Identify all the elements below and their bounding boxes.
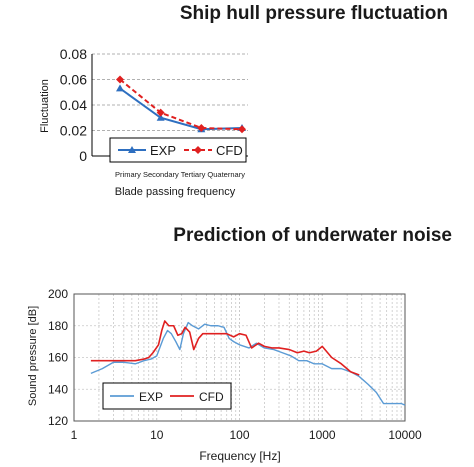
bottom-x-axis-label: Frequency [Hz] xyxy=(199,449,280,463)
bottom-series-line-cfd xyxy=(90,320,360,376)
top-point-exp xyxy=(116,84,124,92)
bottom-y-tick-label: 200 xyxy=(48,287,68,301)
bottom-legend-exp-label: EXP xyxy=(139,390,163,404)
top-legend-cfd-marker xyxy=(194,146,202,154)
top-y-tick-labels: 0.08 0.06 0.04 0.02 0 xyxy=(60,46,87,164)
top-y-tick-label: 0.08 xyxy=(60,46,87,62)
bottom-y-tick-label: 180 xyxy=(48,319,68,333)
bottom-y-tick-label: 160 xyxy=(48,351,68,365)
top-y-tick-label: 0.06 xyxy=(60,72,87,88)
top-x-axis-label: Blade passing frequency xyxy=(115,186,236,198)
top-x-category-labels: Primary Secondary Tertiary Quaternary xyxy=(115,170,245,179)
top-series-line-cfd xyxy=(119,78,243,131)
pressure-fluctuation-chart: 0.08 0.06 0.04 0.02 0 Primary Secondary Tert… xyxy=(39,46,248,198)
bottom-x-tick-label: 1000 xyxy=(309,428,336,442)
bottom-x-tick-label: 1 xyxy=(71,428,78,442)
bottom-x-tick-label: 10 xyxy=(150,428,164,442)
top-legend-exp-label: EXP xyxy=(150,143,176,158)
bottom-series xyxy=(90,320,406,406)
bottom-y-axis-label: Sound pressure [dB] xyxy=(27,306,39,406)
bottom-axes xyxy=(73,293,406,422)
top-legend: EXP CFD xyxy=(109,137,247,163)
top-x-category-labels-row: Primary Secondary Tertiary Quaternary xyxy=(115,170,245,179)
top-y-axis-label: Fluctuation xyxy=(39,79,51,133)
bottom-legend: EXP CFD xyxy=(102,382,232,410)
top-y-tick-label: 0.04 xyxy=(60,97,87,113)
top-point-cfd xyxy=(238,125,246,134)
bottom-legend-cfd-label: CFD xyxy=(199,390,224,404)
top-legend-exp-marker xyxy=(128,146,136,153)
bottom-y-tick-label: 120 xyxy=(48,414,68,428)
bottom-x-tick-labels: 1 10 100 1000 10000 xyxy=(71,428,422,442)
top-y-tick-label: 0.02 xyxy=(60,123,87,139)
top-y-tick-label: 0 xyxy=(79,148,87,164)
top-chart-title: Ship hull pressure fluctuation xyxy=(179,3,448,24)
top-point-cfd xyxy=(116,75,124,84)
bottom-chart-title: Prediction of underwater noise xyxy=(173,225,452,246)
top-point-cfd xyxy=(197,123,206,132)
bottom-y-tick-label: 140 xyxy=(48,382,68,396)
bottom-plot-frame xyxy=(73,293,406,422)
bottom-y-tick-labels: 200 180 160 140 120 xyxy=(48,287,68,428)
top-point-exp xyxy=(156,113,165,121)
bottom-x-tick-label: 100 xyxy=(229,428,249,442)
top-series xyxy=(116,75,246,134)
top-legend-cfd-label: CFD xyxy=(216,143,243,158)
bottom-x-tick-label: 10000 xyxy=(388,428,422,442)
top-point-cfd xyxy=(156,108,165,117)
